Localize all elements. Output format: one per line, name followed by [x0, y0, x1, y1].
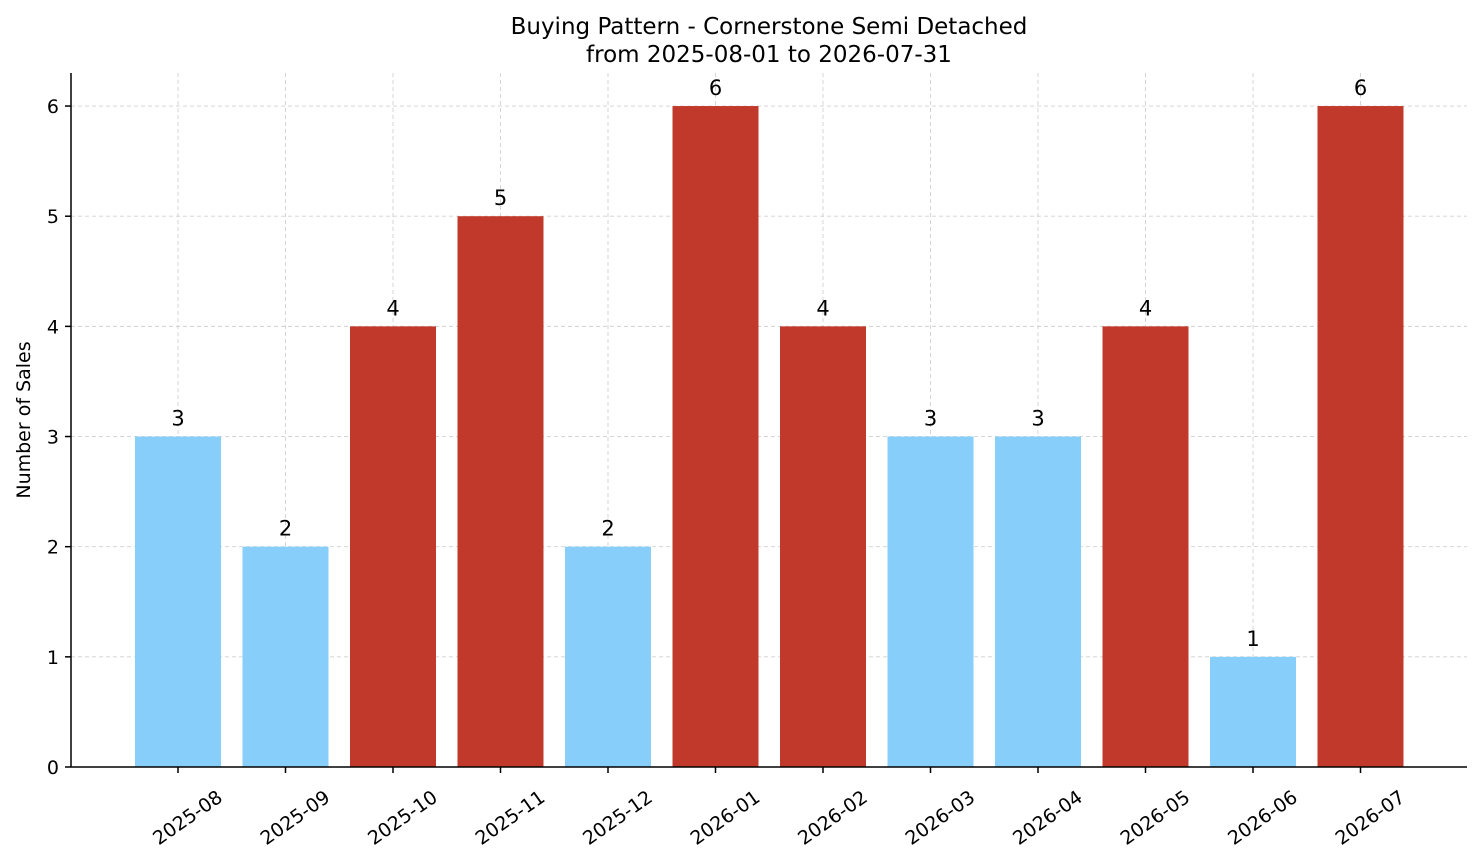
bar-value-label: 2: [601, 517, 614, 541]
grid-layer: [71, 73, 1467, 767]
bar-value-label: 2: [279, 517, 292, 541]
x-tick-label: 2026-05: [1117, 786, 1195, 850]
bar-2026-05: [1102, 326, 1189, 767]
chart-title: Buying Pattern - Cornerstone Semi Detach…: [511, 14, 1028, 40]
bar-value-label: 5: [494, 186, 507, 210]
x-tick-label: 2026-04: [1009, 786, 1087, 850]
y-tick-label: 4: [47, 316, 59, 338]
x-tick-label: 2026-07: [1332, 786, 1410, 850]
bar-2025-11: [457, 216, 544, 767]
bar-2026-06: [1210, 656, 1296, 767]
bar-value-label: 6: [709, 76, 722, 100]
y-axis-label: Number of Sales: [13, 341, 35, 498]
bar-value-label: 1: [1246, 627, 1259, 651]
y-tick-label: 6: [47, 96, 59, 118]
bar-2026-02: [780, 326, 866, 767]
x-tick-label: 2025-09: [257, 786, 335, 850]
x-tick-label: 2025-12: [579, 786, 657, 850]
y-tick-label: 0: [47, 757, 59, 779]
y-tick-label: 5: [47, 206, 59, 228]
y-tick-label: 1: [47, 647, 59, 669]
bar-value-label: 4: [386, 296, 399, 320]
x-tick-label: 2025-08: [149, 786, 227, 850]
chart-subtitle: from 2025-08-01 to 2026-07-31: [586, 42, 952, 68]
x-tick-label: 2025-10: [364, 786, 442, 850]
bar-2025-10: [350, 326, 436, 767]
y-tick-label: 3: [47, 427, 59, 449]
bar-2025-09: [242, 546, 329, 767]
bar-value-label: 6: [1354, 76, 1367, 100]
bar-2026-01: [672, 106, 759, 768]
bar-2026-07: [1317, 106, 1404, 768]
bar-value-label: 3: [171, 407, 184, 431]
bar-value-label: 4: [1139, 296, 1152, 320]
x-tick-label: 2026-01: [687, 786, 765, 850]
bar-2026-04: [995, 436, 1081, 767]
bar-value-label: 4: [816, 296, 829, 320]
x-tick-label: 2025-11: [472, 786, 550, 850]
bar-value-label: 3: [924, 407, 937, 431]
x-tick-label: 2026-03: [902, 786, 980, 850]
bar-2025-12: [565, 546, 651, 767]
x-tick-label: 2026-02: [794, 786, 872, 850]
bar-2026-03: [887, 436, 974, 767]
bar-2025-08: [135, 436, 221, 767]
bar-value-label: 3: [1031, 407, 1044, 431]
y-tick-label: 2: [47, 537, 59, 559]
x-tick-label: 2026-06: [1224, 786, 1302, 850]
bar-layer: 3 2 4 5 2 6 4 3 3 4 1 6: [135, 76, 1404, 768]
